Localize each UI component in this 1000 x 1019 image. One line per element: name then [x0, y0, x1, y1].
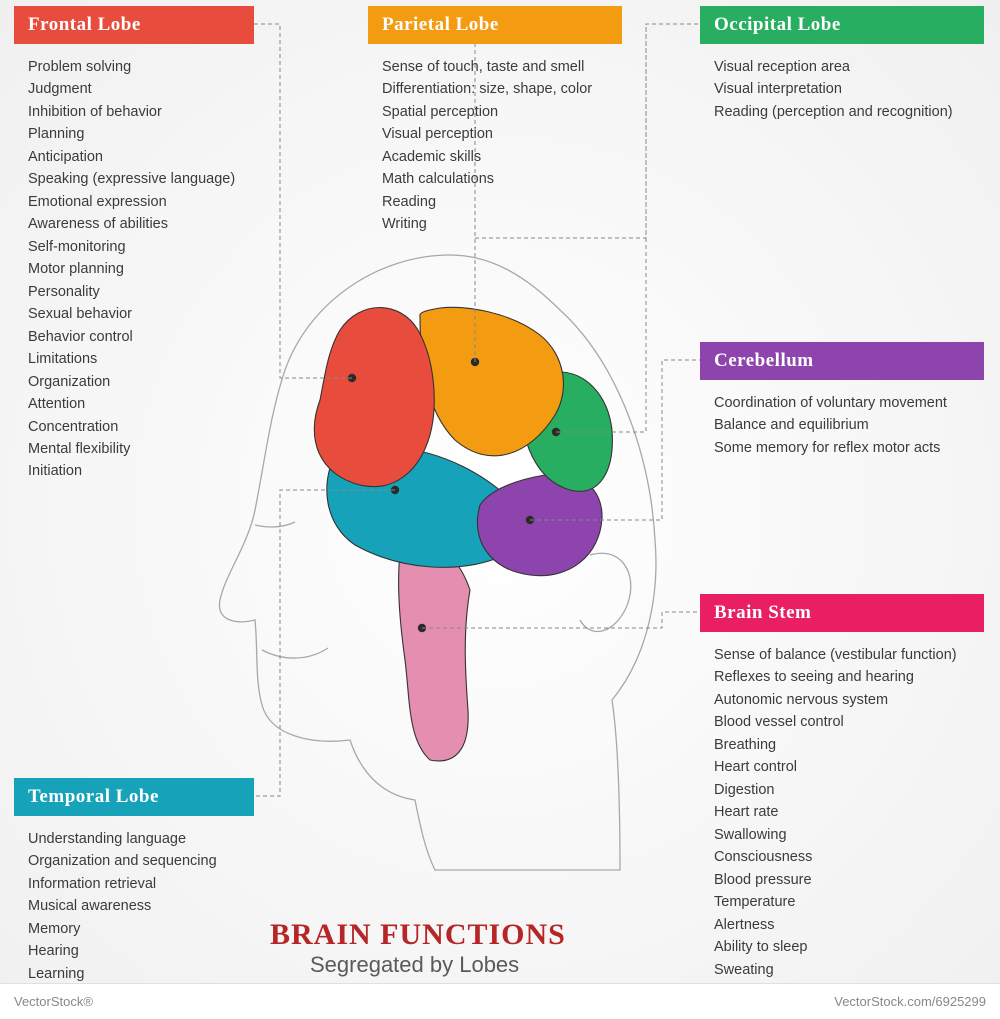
occipital-item: Reading (perception and recognition) — [714, 101, 970, 123]
brainstem-item: Digestion — [714, 779, 970, 801]
temporal-dot — [391, 486, 399, 494]
frontal-item: Organization — [28, 371, 240, 393]
frontal-dot — [348, 374, 356, 382]
frontal-panel: Frontal LobeProblem solvingJudgmentInhib… — [14, 6, 254, 483]
temporal-item: Learning — [28, 963, 240, 985]
cerebellum-panel: CerebellumCoordination of voluntary move… — [700, 342, 984, 459]
frontal-item: Mental flexibility — [28, 438, 240, 460]
brainstem-item: Blood vessel control — [714, 711, 970, 733]
parietal-item: Visual perception — [382, 123, 608, 145]
cerebellum-dot — [526, 516, 534, 524]
cerebellum-item: Some memory for reflex motor acts — [714, 437, 970, 459]
brainstem-item: Sweating — [714, 959, 970, 981]
frontal-item: Inhibition of behavior — [28, 101, 240, 123]
brainstem-header: Brain Stem — [700, 594, 984, 632]
ear-outline — [580, 553, 631, 631]
frontal-item: Motor planning — [28, 258, 240, 280]
frontal-item: Judgment — [28, 78, 240, 100]
brainstem-panel: Brain StemSense of balance (vestibular f… — [700, 594, 984, 981]
frontal-item: Speaking (expressive language) — [28, 168, 240, 190]
frontal-item: Limitations — [28, 348, 240, 370]
brainstem-item: Consciousness — [714, 846, 970, 868]
occipital-dot — [552, 428, 560, 436]
frontal-item: Emotional expression — [28, 191, 240, 213]
occipital-item: Visual interpretation — [714, 78, 970, 100]
frontal-item: Concentration — [28, 416, 240, 438]
subtitle: Segregated by Lobes — [310, 952, 519, 978]
lead-brainstem — [422, 612, 700, 628]
temporal-item: Musical awareness — [28, 895, 240, 917]
cerebellum-header: Cerebellum — [700, 342, 984, 380]
temporal-item: Organization and sequencing — [28, 850, 240, 872]
parietal-dot — [471, 358, 479, 366]
frontal-item: Anticipation — [28, 146, 240, 168]
frontal-item: Self-monitoring — [28, 236, 240, 258]
footer-id: VectorStock.com/6925299 — [834, 994, 986, 1009]
frontal-list: Problem solvingJudgmentInhibition of beh… — [14, 44, 254, 483]
parietal-item: Writing — [382, 213, 608, 235]
brainstem-item: Reflexes to seeing and hearing — [714, 666, 970, 688]
brainstem-item: Heart rate — [714, 801, 970, 823]
occipital-panel: Occipital LobeVisual reception areaVisua… — [700, 6, 984, 123]
frontal-item: Problem solving — [28, 56, 240, 78]
frontal-item: Attention — [28, 393, 240, 415]
occipital-header: Occipital Lobe — [700, 6, 984, 44]
cerebellum-list: Coordination of voluntary movementBalanc… — [700, 380, 984, 459]
temporal-item: Memory — [28, 918, 240, 940]
parietal-header: Parietal Lobe — [368, 6, 622, 44]
brainstem-list: Sense of balance (vestibular function)Re… — [700, 632, 984, 981]
cerebellum-region — [477, 474, 602, 575]
frontal-item: Behavior control — [28, 326, 240, 348]
frontal-region — [314, 308, 434, 487]
frontal-item: Personality — [28, 281, 240, 303]
parietal-region — [420, 307, 563, 455]
occipital-item: Visual reception area — [714, 56, 970, 78]
brainstem-item: Breathing — [714, 734, 970, 756]
parietal-item: Sense of touch, taste and smell — [382, 56, 608, 78]
parietal-item: Math calculations — [382, 168, 608, 190]
footer-bar: VectorStock® VectorStock.com/6925299 — [0, 983, 1000, 1019]
parietal-item: Academic skills — [382, 146, 608, 168]
lead-frontal — [254, 24, 352, 378]
nose-outline — [255, 522, 295, 527]
temporal-region — [327, 448, 522, 568]
brainstem-item: Heart control — [714, 756, 970, 778]
frontal-item: Initiation — [28, 460, 240, 482]
temporal-item: Information retrieval — [28, 873, 240, 895]
parietal-panel: Parietal LobeSense of touch, taste and s… — [368, 6, 622, 236]
frontal-item: Awareness of abilities — [28, 213, 240, 235]
temporal-item: Hearing — [28, 940, 240, 962]
parietal-item: Differentiation: size, shape, color — [382, 78, 608, 100]
brainstem-item: Temperature — [714, 891, 970, 913]
brainstem-item: Swallowing — [714, 824, 970, 846]
frontal-header: Frontal Lobe — [14, 6, 254, 44]
brainstem-item: Blood pressure — [714, 869, 970, 891]
brainstem-item: Alertness — [714, 914, 970, 936]
lips-outline — [262, 648, 328, 658]
lead-temporal — [254, 490, 395, 796]
brainstem-dot — [418, 624, 426, 632]
parietal-list: Sense of touch, taste and smellDifferent… — [368, 44, 622, 236]
main-title: BRAIN FUNCTIONS — [270, 918, 566, 952]
cerebellum-item: Balance and equilibrium — [714, 414, 970, 436]
temporal-item: Understanding language — [28, 828, 240, 850]
parietal-item: Spatial perception — [382, 101, 608, 123]
head-outline — [219, 255, 655, 870]
temporal-list: Understanding languageOrganization and s… — [14, 816, 254, 1008]
lead-cerebellum — [530, 360, 700, 520]
occipital-region — [520, 372, 612, 491]
occipital-list: Visual reception areaVisual interpretati… — [700, 44, 984, 123]
frontal-item: Sexual behavior — [28, 303, 240, 325]
cerebellum-item: Coordination of voluntary movement — [714, 392, 970, 414]
temporal-header: Temporal Lobe — [14, 778, 254, 816]
brainstem-item: Ability to sleep — [714, 936, 970, 958]
brainstem-item: Sense of balance (vestibular function) — [714, 644, 970, 666]
brainstem-region — [399, 530, 470, 761]
parietal-item: Reading — [382, 191, 608, 213]
brainstem-item: Autonomic nervous system — [714, 689, 970, 711]
frontal-item: Planning — [28, 123, 240, 145]
footer-brand: VectorStock® — [14, 994, 93, 1009]
temporal-panel: Temporal LobeUnderstanding languageOrgan… — [14, 778, 254, 1008]
